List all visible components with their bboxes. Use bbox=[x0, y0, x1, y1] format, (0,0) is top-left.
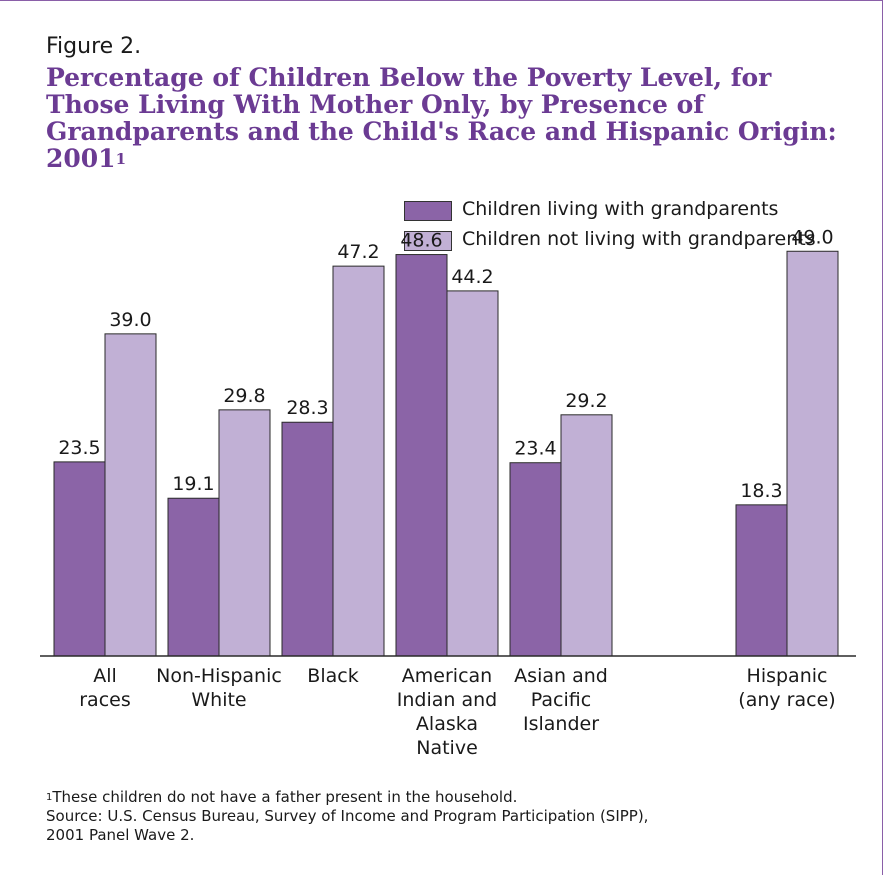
chart-title: Percentage of Children Below the Poverty… bbox=[46, 64, 846, 172]
chart-title-text: Percentage of Children Below the Poverty… bbox=[46, 63, 837, 173]
footnote-text: These children do not have a father pres… bbox=[52, 788, 518, 806]
legend-label-with-grandparents: Children living with grandparents bbox=[462, 198, 779, 220]
figure-number: Figure 2. bbox=[46, 34, 142, 59]
footnote: 1These children do not have a father pre… bbox=[46, 788, 648, 845]
footnote-marker: 1 bbox=[46, 792, 53, 803]
legend-label-without-grandparents: Children not living with grandparents bbox=[462, 228, 816, 250]
title-footnote-marker: 1 bbox=[115, 150, 127, 168]
source-line: Source: U.S. Census Bureau, Survey of In… bbox=[46, 807, 649, 825]
source-line-2: 2001 Panel Wave 2. bbox=[46, 826, 195, 844]
legend-swatch-with-grandparents bbox=[404, 201, 452, 221]
footnote-line: 1These children do not have a father pre… bbox=[46, 788, 648, 807]
legend-swatch-without-grandparents bbox=[404, 231, 452, 251]
